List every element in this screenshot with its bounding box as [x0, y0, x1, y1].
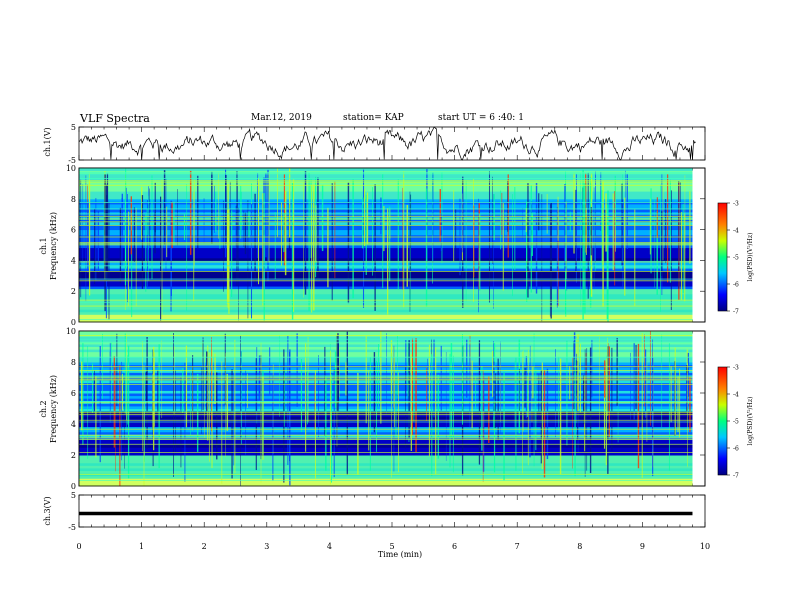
x-tick-label: 2: [202, 542, 207, 551]
p2-ytick-label: 4: [71, 256, 76, 265]
p3-ytick-label: 8: [71, 358, 76, 367]
colorbar-tick-label: -5: [733, 419, 739, 426]
p1-ytick-label: 5: [71, 123, 76, 132]
p3-ytick-label: 10: [66, 327, 76, 336]
x-tick-label: 1: [139, 542, 144, 551]
ch2-spectrogram-ylabel-channel: ch.2: [39, 400, 48, 417]
p2-ytick-label: 6: [71, 226, 76, 235]
figure-title: VLF Spectra: [80, 112, 150, 125]
p4-ytick-label: 5: [71, 491, 76, 500]
colorbar-tick-label: -6: [733, 282, 739, 289]
colorbar-tick-label: -3: [733, 365, 739, 372]
x-tick-label: 4: [327, 542, 332, 551]
ch1-spectrogram-ylabel-freq: Frequency (kHz): [49, 212, 58, 280]
date-label: Mar.12, 2019: [251, 113, 312, 123]
p2-ytick-label: 8: [71, 195, 76, 204]
x-tick-label: 8: [577, 542, 582, 551]
colorbar-tick-label: -3: [733, 201, 739, 208]
ch1-waveform-ylabel: ch.1(V): [43, 127, 52, 156]
p3-ytick-label: 2: [71, 451, 76, 460]
time-axis: 0 1 2 3 4 5 6 7 8 9 10: [76, 542, 710, 551]
x-tick-label: 7: [515, 542, 520, 551]
colorbar-tick-label: -7: [733, 473, 739, 480]
p4-ytick-label: -5: [68, 523, 76, 532]
x-tick-label: 9: [640, 542, 645, 551]
colorbar-ch1-label: log(PSD)(V²/Hz): [747, 233, 754, 282]
p3-ytick-label: 6: [71, 389, 76, 398]
ch1-spectrogram-ylabel-channel: ch.1: [39, 237, 48, 254]
p3-ytick-label: 4: [71, 420, 76, 429]
colorbar-ch2-label: log(PSD)(V²/Hz): [747, 397, 754, 446]
ch3-waveform-ylabel: ch.3(V): [43, 496, 52, 525]
colorbar-ch2: -3 -4 -5 -6 -7 log(PSD)(V²/Hz): [717, 365, 754, 480]
ch1-waveform-trace: [78, 126, 696, 161]
ch2-spectrogram-panel: 0 2 4 6 8 10: [66, 327, 706, 491]
ch3-waveform-panel: 5 -5: [68, 491, 706, 532]
x-tick-label: 5: [389, 542, 394, 551]
colorbar-tick-label: -7: [733, 309, 739, 316]
x-axis-label: Time (min): [378, 550, 422, 559]
colorbar-tick-label: -4: [733, 392, 739, 399]
x-tick-label: 0: [76, 542, 81, 551]
colorbar-tick-label: -6: [733, 446, 739, 453]
p2-ytick-label: 10: [66, 164, 76, 173]
ch1-spectrogram-panel: 0 2 4 6 8 10: [66, 164, 706, 327]
colorbar-tick-label: -4: [733, 228, 739, 235]
colorbar-ch1: -3 -4 -5 -6 -7 log(PSD)(V²/Hz): [717, 201, 754, 316]
colorbar-tick-label: -5: [733, 255, 739, 262]
ch1-waveform-panel: 5 -5: [68, 123, 706, 165]
p1-ytick-label: -5: [68, 156, 76, 165]
p2-ytick-label: 0: [71, 318, 76, 327]
ch2-spectrogram-ylabel-freq: Frequency (kHz): [49, 375, 58, 443]
x-tick-label: 10: [700, 542, 710, 551]
p3-ytick-label: 0: [71, 482, 76, 491]
p2-ytick-label: 2: [71, 287, 76, 296]
start-time-label: start UT = 6 :40: 1: [438, 113, 524, 123]
station-label: station= KAP: [343, 113, 404, 123]
x-tick-label: 3: [264, 542, 269, 551]
x-tick-label: 6: [452, 542, 457, 551]
